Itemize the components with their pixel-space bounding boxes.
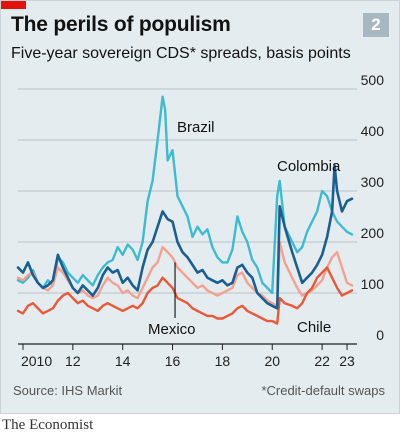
series-line-brazil (16, 95, 354, 295)
y-tick-label: 500 (361, 72, 385, 88)
series-label-colombia: Colombia (277, 158, 341, 175)
y-tick-label: 100 (361, 276, 385, 292)
series-lines (16, 95, 354, 325)
x-tick-label: 12 (65, 353, 81, 369)
chart-number-badge: 2 (363, 13, 389, 37)
footnote: *Credit-default swaps (261, 383, 385, 398)
x-tick-label: 18 (215, 353, 231, 369)
x-tick-label: 14 (115, 353, 131, 369)
y-tick-label: 300 (361, 174, 385, 190)
y-tick-label: 0 (376, 327, 384, 343)
y-tick-label: 200 (361, 225, 385, 241)
series-label-chile: Chile (297, 319, 331, 336)
series-labels: Brazil Colombia Mexico Chile (148, 119, 341, 338)
series-label-mexico: Mexico (148, 321, 196, 338)
y-tick-label: 400 (361, 123, 385, 139)
x-tick-label: 23 (339, 353, 355, 369)
x-tick-label: 22 (314, 353, 330, 369)
x-tick-labels: 2010 12 14 16 18 20 22 23 (21, 344, 355, 369)
series-line-chile (16, 266, 354, 325)
accent-red-tab (1, 1, 26, 9)
x-tick-label: 2010 (21, 353, 52, 369)
chart-card: The perils of populism 2 Five-year sover… (0, 0, 400, 414)
economist-brand: The Economist (2, 417, 94, 433)
series-label-brazil: Brazil (177, 119, 215, 136)
source-note: Source: IHS Markit (13, 383, 123, 398)
chart-subtitle: Five-year sovereign CDS* spreads, basis … (11, 45, 351, 62)
line-chart: 0 100 200 300 400 500 2010 12 14 16 18 20 22 23 Braz… (16, 72, 385, 369)
y-tick-labels: 0 100 200 300 400 500 (361, 72, 385, 343)
x-tick-label: 20 (264, 353, 280, 369)
x-tick-label: 16 (165, 353, 181, 369)
series-line-colombia (16, 164, 354, 310)
chart-title: The perils of populism (11, 13, 231, 36)
